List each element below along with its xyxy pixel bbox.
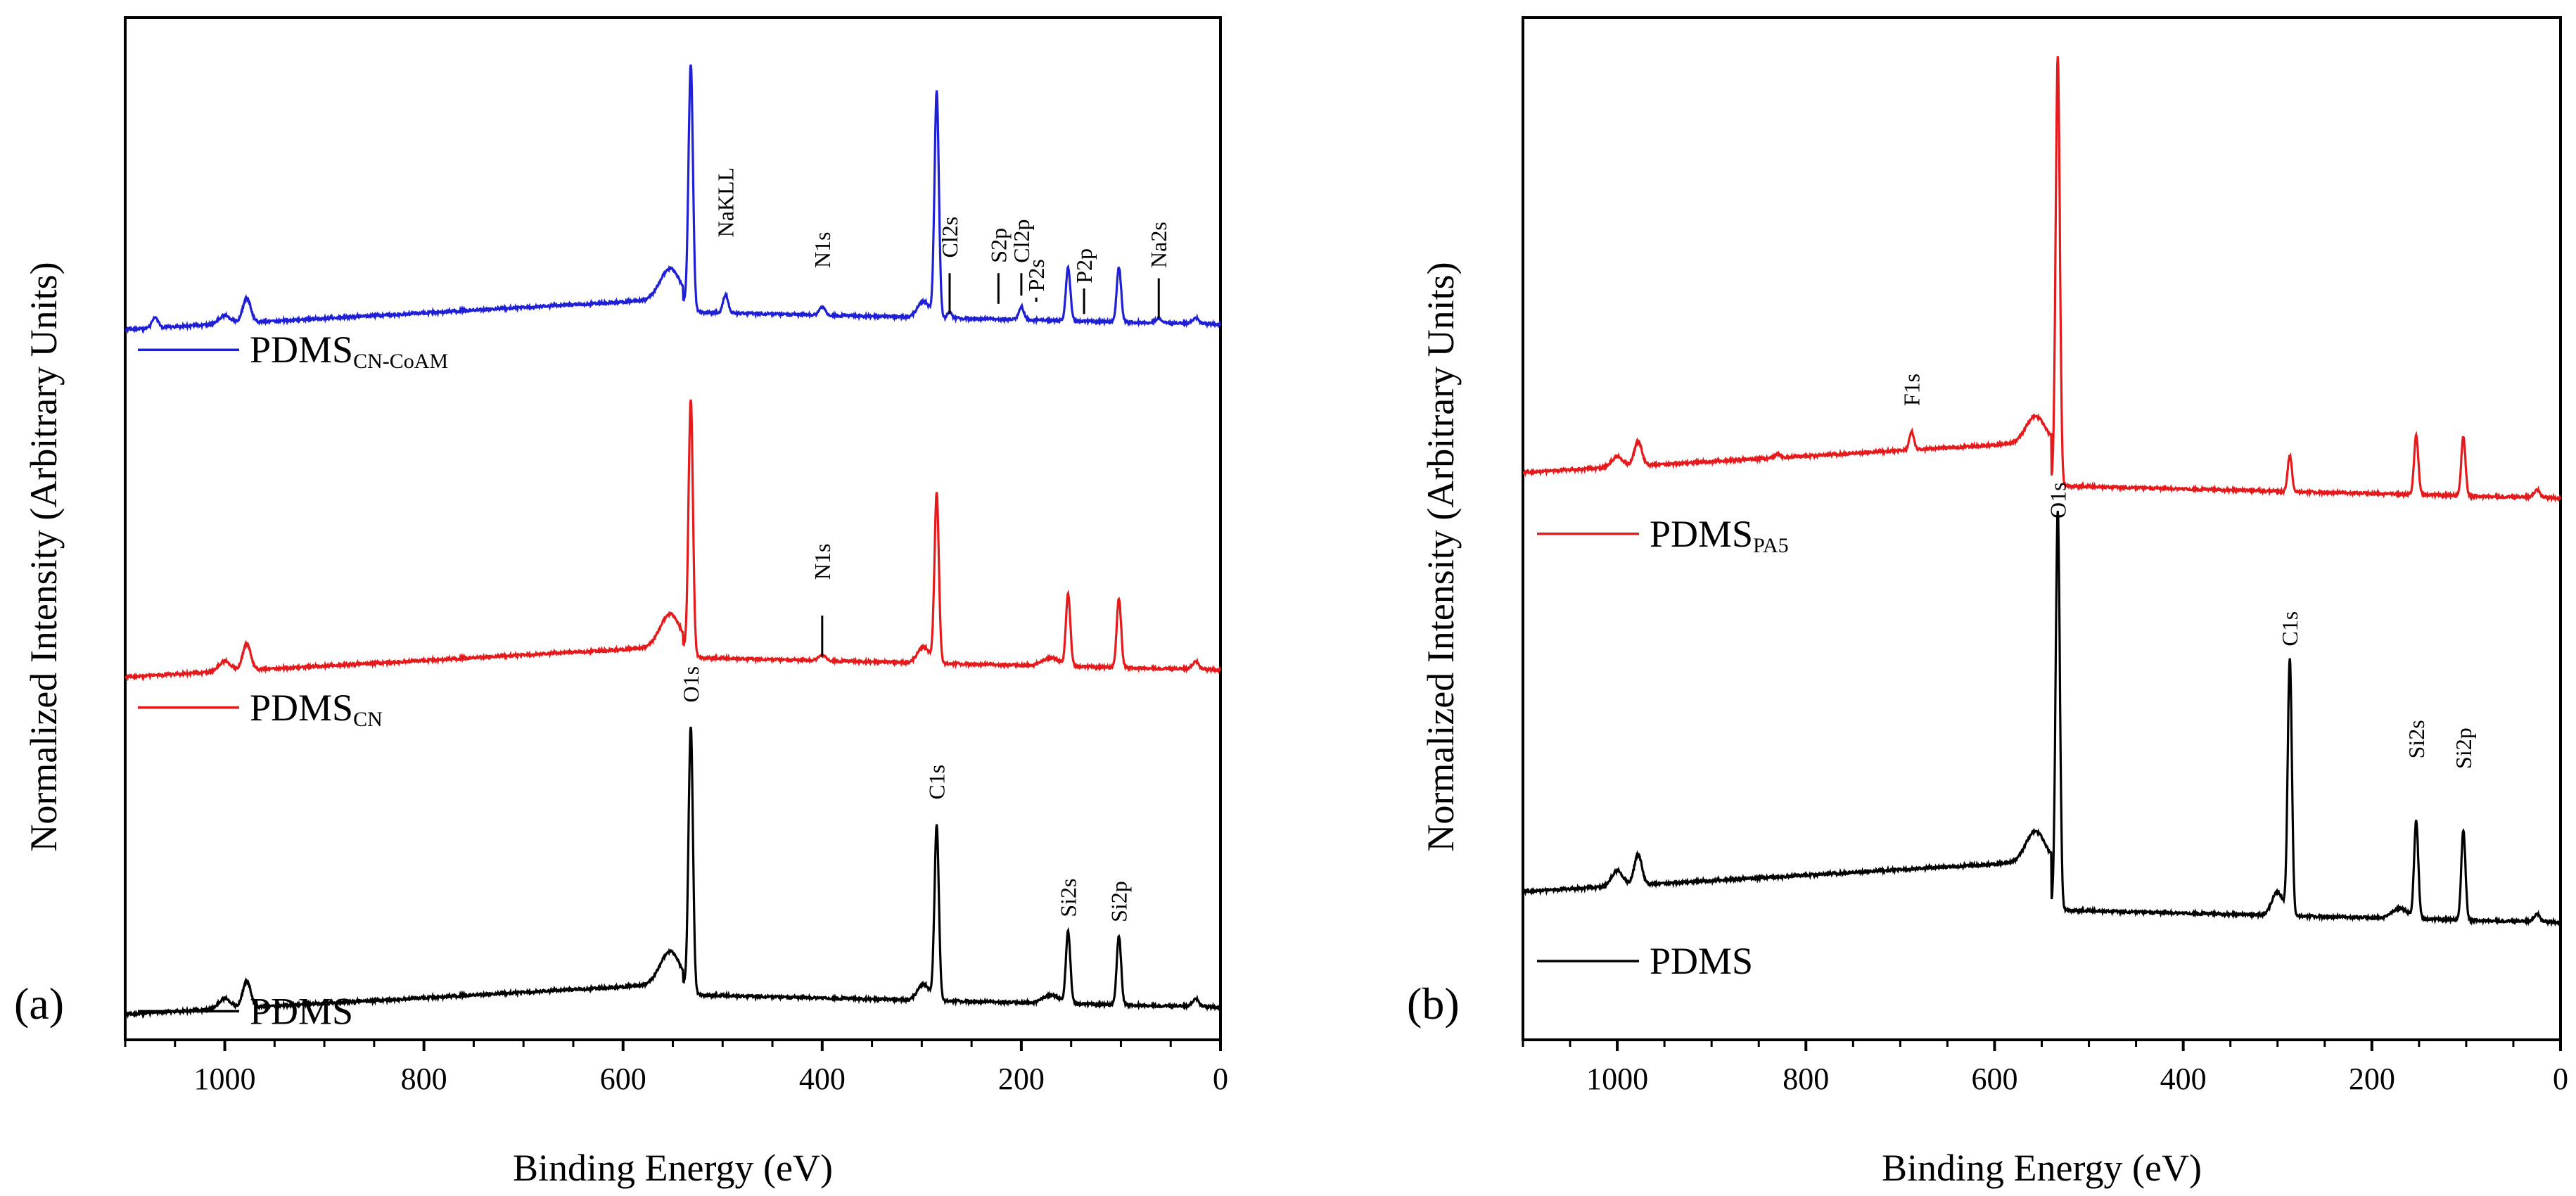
panel-b: 1000 800 600 400 200 0 Binding Energy (eV) Norm… [1407, 16, 2568, 1189]
peak-label: Si2p [1107, 881, 1132, 922]
x-tick-label: 1000 [194, 1062, 256, 1096]
x-tick-label: 800 [1783, 1062, 1829, 1096]
series-line-pdms-pa5 [1522, 56, 2562, 503]
x-tick-label: 200 [998, 1062, 1045, 1096]
legend-label: PDMS [1650, 940, 1753, 982]
peak-label: N1s [810, 544, 835, 580]
peak-label: Cl2s [937, 217, 962, 258]
panel-a: 1000 800 600 400 200 0 Binding Energy (eV) Norm… [14, 16, 1228, 1189]
peak-label: Si2p [2451, 727, 2476, 769]
x-tick-label: 0 [2553, 1062, 2568, 1096]
peak-label: NaKLL [713, 167, 739, 238]
x-axis-label: Binding Energy (eV) [513, 1147, 833, 1189]
peak-label: C1s [924, 765, 950, 800]
y-axis-label: Normalized Intensity (Arbitrary Units) [1420, 262, 1462, 851]
peak-label: F1s [1899, 374, 1924, 406]
peak-label: N1s [810, 231, 835, 268]
peak-label: O1s [2045, 482, 2070, 519]
peak-label: O1s [678, 666, 703, 703]
x-tick-label: 600 [1971, 1062, 2017, 1096]
x-tick-label: 600 [600, 1062, 646, 1096]
series-line-pdms-cn-coam [125, 64, 1222, 334]
legend-label: PDMSCN-CoAM [250, 329, 448, 373]
peak-label: P2s [1024, 259, 1049, 291]
peak-label: Na2s [1146, 222, 1171, 268]
x-tick-label: 0 [1213, 1062, 1228, 1096]
x-tick-label: 400 [2160, 1062, 2207, 1096]
y-axis-label: Normalized Intensity (Arbitrary Units) [23, 262, 65, 851]
peak-label: C1s [2277, 611, 2302, 647]
x-axis-label: Binding Energy (eV) [1882, 1147, 2202, 1189]
panel-label: (b) [1407, 979, 1460, 1029]
peak-label: Si2s [1055, 878, 1080, 917]
peak-label: Cl2p [1009, 219, 1034, 262]
peak-label: Si2s [2404, 720, 2429, 758]
x-tick-label: 200 [2349, 1062, 2395, 1096]
legend-label: PDMS [250, 990, 353, 1032]
panel-label: (a) [14, 979, 64, 1029]
series-line-pdms [125, 726, 1222, 1019]
peak-label: S2p [986, 228, 1011, 263]
legend-label: PDMSCN [250, 687, 383, 731]
legend-label: PDMSPA5 [1650, 513, 1789, 557]
x-tick-label: 800 [401, 1062, 447, 1096]
series-line-pdms [1522, 511, 2562, 927]
x-tick-label: 1000 [1586, 1062, 1648, 1096]
x-tick-label: 400 [799, 1062, 846, 1096]
series-line-pdms-cn [125, 399, 1222, 682]
peak-label: P2p [1071, 248, 1097, 284]
